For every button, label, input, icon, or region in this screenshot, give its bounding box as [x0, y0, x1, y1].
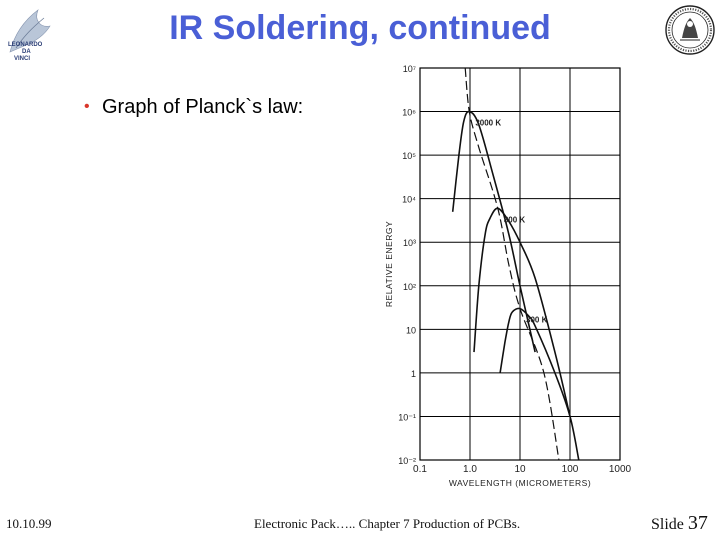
planck-chart-svg: 0.1 1.0 10 100 1000 10⁻² 10⁻¹ 1 10 10² 10³ 10⁴ 10⁵ 10… — [384, 64, 632, 488]
y-tick-label: 10⁶ — [402, 108, 416, 118]
y-tick-label: 10⁴ — [402, 195, 416, 205]
slide-title: IR Soldering, continued — [169, 9, 551, 47]
series-line — [451, 110, 536, 353]
y-tick-label: 10 — [406, 325, 416, 335]
x-axis-label: WAVELENGTH (MICROMETERS) — [449, 478, 591, 488]
logo-text: LEONARDO — [8, 42, 43, 48]
y-tick-label: 10⁻² — [398, 456, 416, 466]
y-tick-label: 10³ — [403, 238, 416, 248]
series-line — [473, 207, 571, 417]
y-tick-label: 10⁷ — [403, 64, 416, 74]
slide-number: Slide 37 — [651, 512, 708, 535]
logo-text: VINCI — [14, 56, 30, 62]
x-tick-label: 1.0 — [463, 464, 477, 475]
y-axis-label: RELATIVE ENERGY — [384, 221, 394, 307]
y-tick-label: 10² — [403, 282, 416, 292]
x-tick-label: 10 — [514, 464, 526, 475]
slide-label: Slide — [651, 516, 684, 533]
x-tick-label: 100 — [562, 464, 579, 475]
series-label: 800 K — [504, 215, 526, 224]
bullet-dot-icon: • — [84, 98, 90, 115]
y-tick-label: 1 — [411, 369, 416, 379]
series-line — [499, 307, 580, 460]
series-label: 300 K — [526, 316, 548, 325]
leonardo-da-vinci-logo: LEONARDO DA VINCI — [8, 9, 51, 62]
slide-number-value: 37 — [687, 512, 708, 534]
series-label: 3000 K — [475, 119, 501, 128]
y-tick-label: 10⁵ — [402, 151, 416, 161]
university-seal-icon — [665, 5, 715, 55]
x-tick-label: 1000 — [609, 464, 632, 475]
footer-title: Electronic Pack….. Chapter 7 Production … — [254, 516, 521, 531]
planck-chart: 0.1 1.0 10 100 1000 10⁻² 10⁻¹ 1 10 10² 10³ 10⁴ 10⁵ 10… — [380, 62, 640, 490]
bullet-item: • Graph of Planck`s law: — [84, 92, 324, 122]
logo-text: DA — [22, 49, 31, 55]
peak-locus-line — [464, 68, 560, 460]
footer-date: 10.10.99 — [6, 516, 52, 531]
x-tick-label: 0.1 — [413, 464, 427, 475]
bullet-text: Graph of Planck`s law: — [102, 96, 304, 118]
y-tick-label: 10⁻¹ — [398, 412, 416, 422]
